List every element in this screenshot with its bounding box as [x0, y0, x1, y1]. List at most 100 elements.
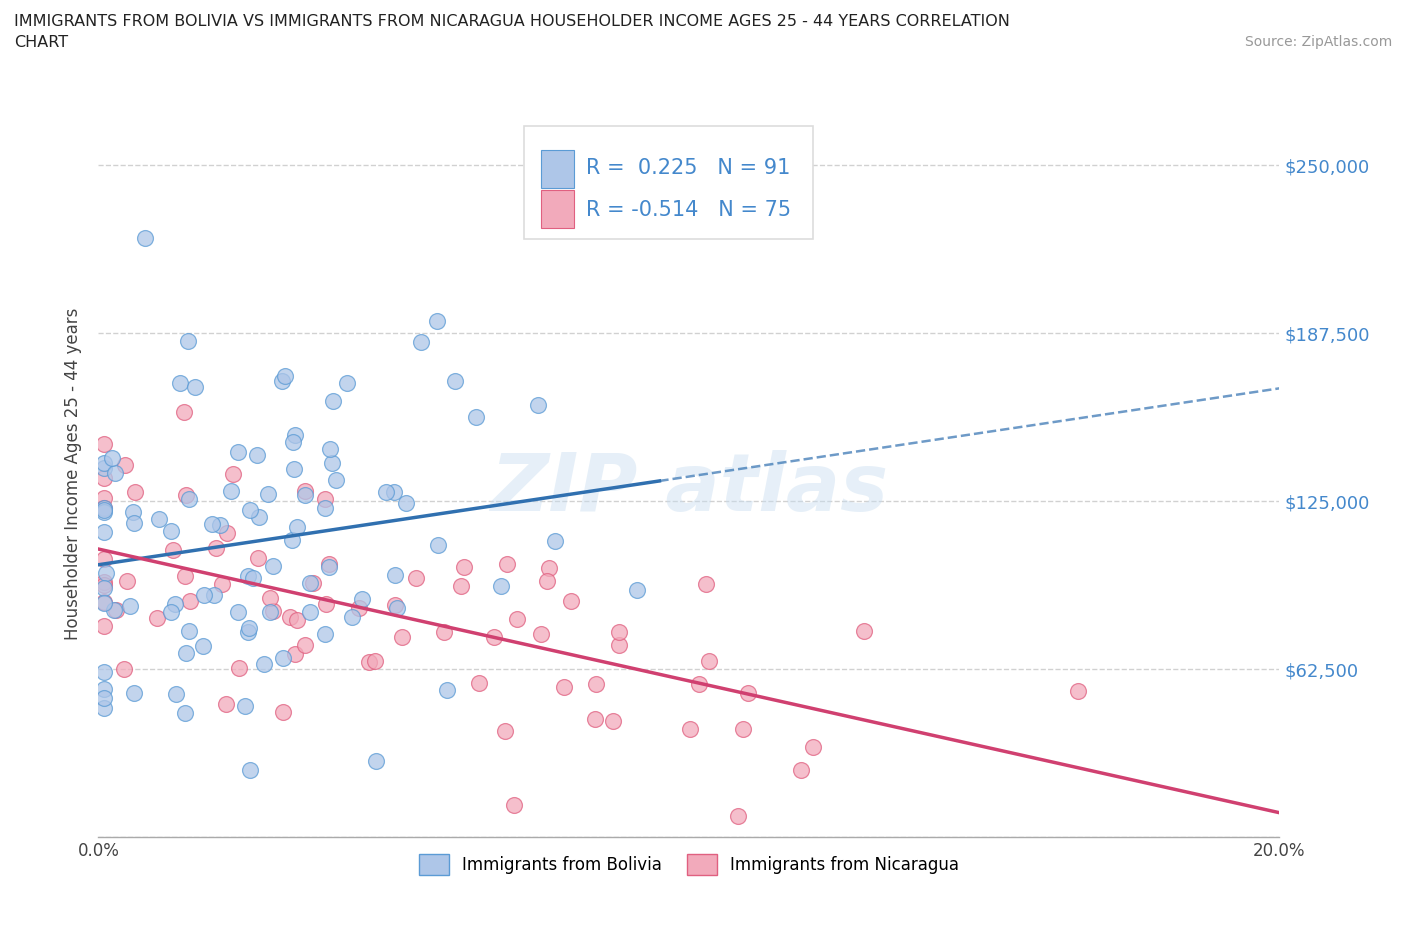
Point — [294, 637, 316, 652]
Point — [602, 713, 624, 728]
Point — [482, 630, 505, 644]
Text: IMMIGRANTS FROM BOLIVIA VS IMMIGRANTS FROM NICARAGUA HOUSEHOLDER INCOME AGES 25 : IMMIGRANTS FROM BOLIVIA VS IMMIGRANTS FR… — [14, 14, 1010, 29]
Point — [527, 397, 550, 412]
Bar — [541, 190, 575, 228]
Point — [319, 442, 342, 457]
Point — [314, 500, 336, 515]
Point — [93, 525, 115, 539]
Point — [503, 798, 526, 813]
Point — [349, 600, 371, 615]
Point — [239, 763, 262, 777]
Point — [205, 541, 228, 556]
Point — [93, 500, 115, 515]
Point — [444, 374, 467, 389]
Point — [222, 466, 245, 481]
Y-axis label: Householder Income Ages 25 - 44 years: Householder Income Ages 25 - 44 years — [65, 308, 83, 641]
Point — [494, 724, 516, 738]
Point — [93, 578, 115, 592]
Point — [215, 696, 238, 711]
Point — [93, 551, 115, 566]
Point — [382, 485, 405, 499]
Point — [283, 461, 305, 476]
Point — [496, 557, 519, 572]
Point — [263, 604, 285, 618]
Point — [184, 379, 207, 394]
Point — [583, 711, 606, 726]
Point — [174, 488, 197, 503]
Point — [160, 604, 183, 619]
Point — [93, 491, 115, 506]
Point — [679, 722, 702, 737]
Point — [450, 578, 472, 593]
Text: R =  0.225   N = 91: R = 0.225 N = 91 — [586, 158, 790, 179]
Point — [530, 627, 553, 642]
Point — [242, 570, 264, 585]
Point — [299, 604, 322, 619]
Point — [294, 487, 316, 502]
Point — [93, 700, 115, 715]
Point — [93, 665, 115, 680]
Point — [436, 683, 458, 698]
Text: Source: ZipAtlas.com: Source: ZipAtlas.com — [1244, 35, 1392, 49]
Point — [219, 484, 242, 498]
Point — [93, 461, 115, 476]
Point — [364, 654, 387, 669]
Point — [93, 471, 115, 485]
Point — [468, 675, 491, 690]
Point — [104, 465, 127, 480]
Point — [226, 445, 249, 459]
Point — [336, 376, 359, 391]
Point — [94, 565, 117, 580]
Point — [506, 612, 529, 627]
Point — [259, 591, 281, 605]
Point — [359, 655, 381, 670]
Point — [465, 410, 488, 425]
Point — [384, 598, 406, 613]
Point — [262, 559, 284, 574]
Point — [375, 485, 398, 499]
Point — [585, 677, 607, 692]
Point — [284, 427, 307, 442]
Point — [93, 580, 115, 595]
Point — [148, 512, 170, 526]
Point — [427, 538, 450, 552]
Point — [93, 501, 115, 516]
Point — [285, 519, 308, 534]
Point — [270, 374, 292, 389]
Point — [1067, 684, 1090, 698]
Point — [544, 534, 567, 549]
Point — [93, 619, 115, 634]
Point — [271, 704, 294, 719]
Bar — [541, 150, 575, 188]
Point — [350, 591, 373, 606]
Point — [239, 503, 262, 518]
Point — [114, 458, 136, 472]
Point — [340, 610, 363, 625]
Point — [124, 485, 146, 499]
Point — [93, 690, 115, 705]
Point — [93, 575, 115, 590]
Point — [321, 456, 343, 471]
Point — [801, 739, 824, 754]
Point — [228, 661, 250, 676]
Point — [236, 568, 259, 583]
Point — [280, 532, 302, 547]
Point — [727, 808, 749, 823]
Point — [271, 651, 294, 666]
Point — [202, 588, 225, 603]
Point — [281, 434, 304, 449]
Point — [731, 722, 754, 737]
Point — [215, 525, 238, 540]
Point — [121, 504, 143, 519]
Point — [174, 645, 197, 660]
Point — [453, 559, 475, 574]
Point — [93, 504, 115, 519]
Point — [384, 567, 406, 582]
Point — [737, 685, 759, 700]
Point — [491, 578, 513, 593]
Point — [173, 405, 195, 419]
Text: CHART: CHART — [14, 35, 67, 50]
Point — [93, 455, 115, 470]
Point — [405, 571, 427, 586]
Point — [103, 603, 125, 618]
